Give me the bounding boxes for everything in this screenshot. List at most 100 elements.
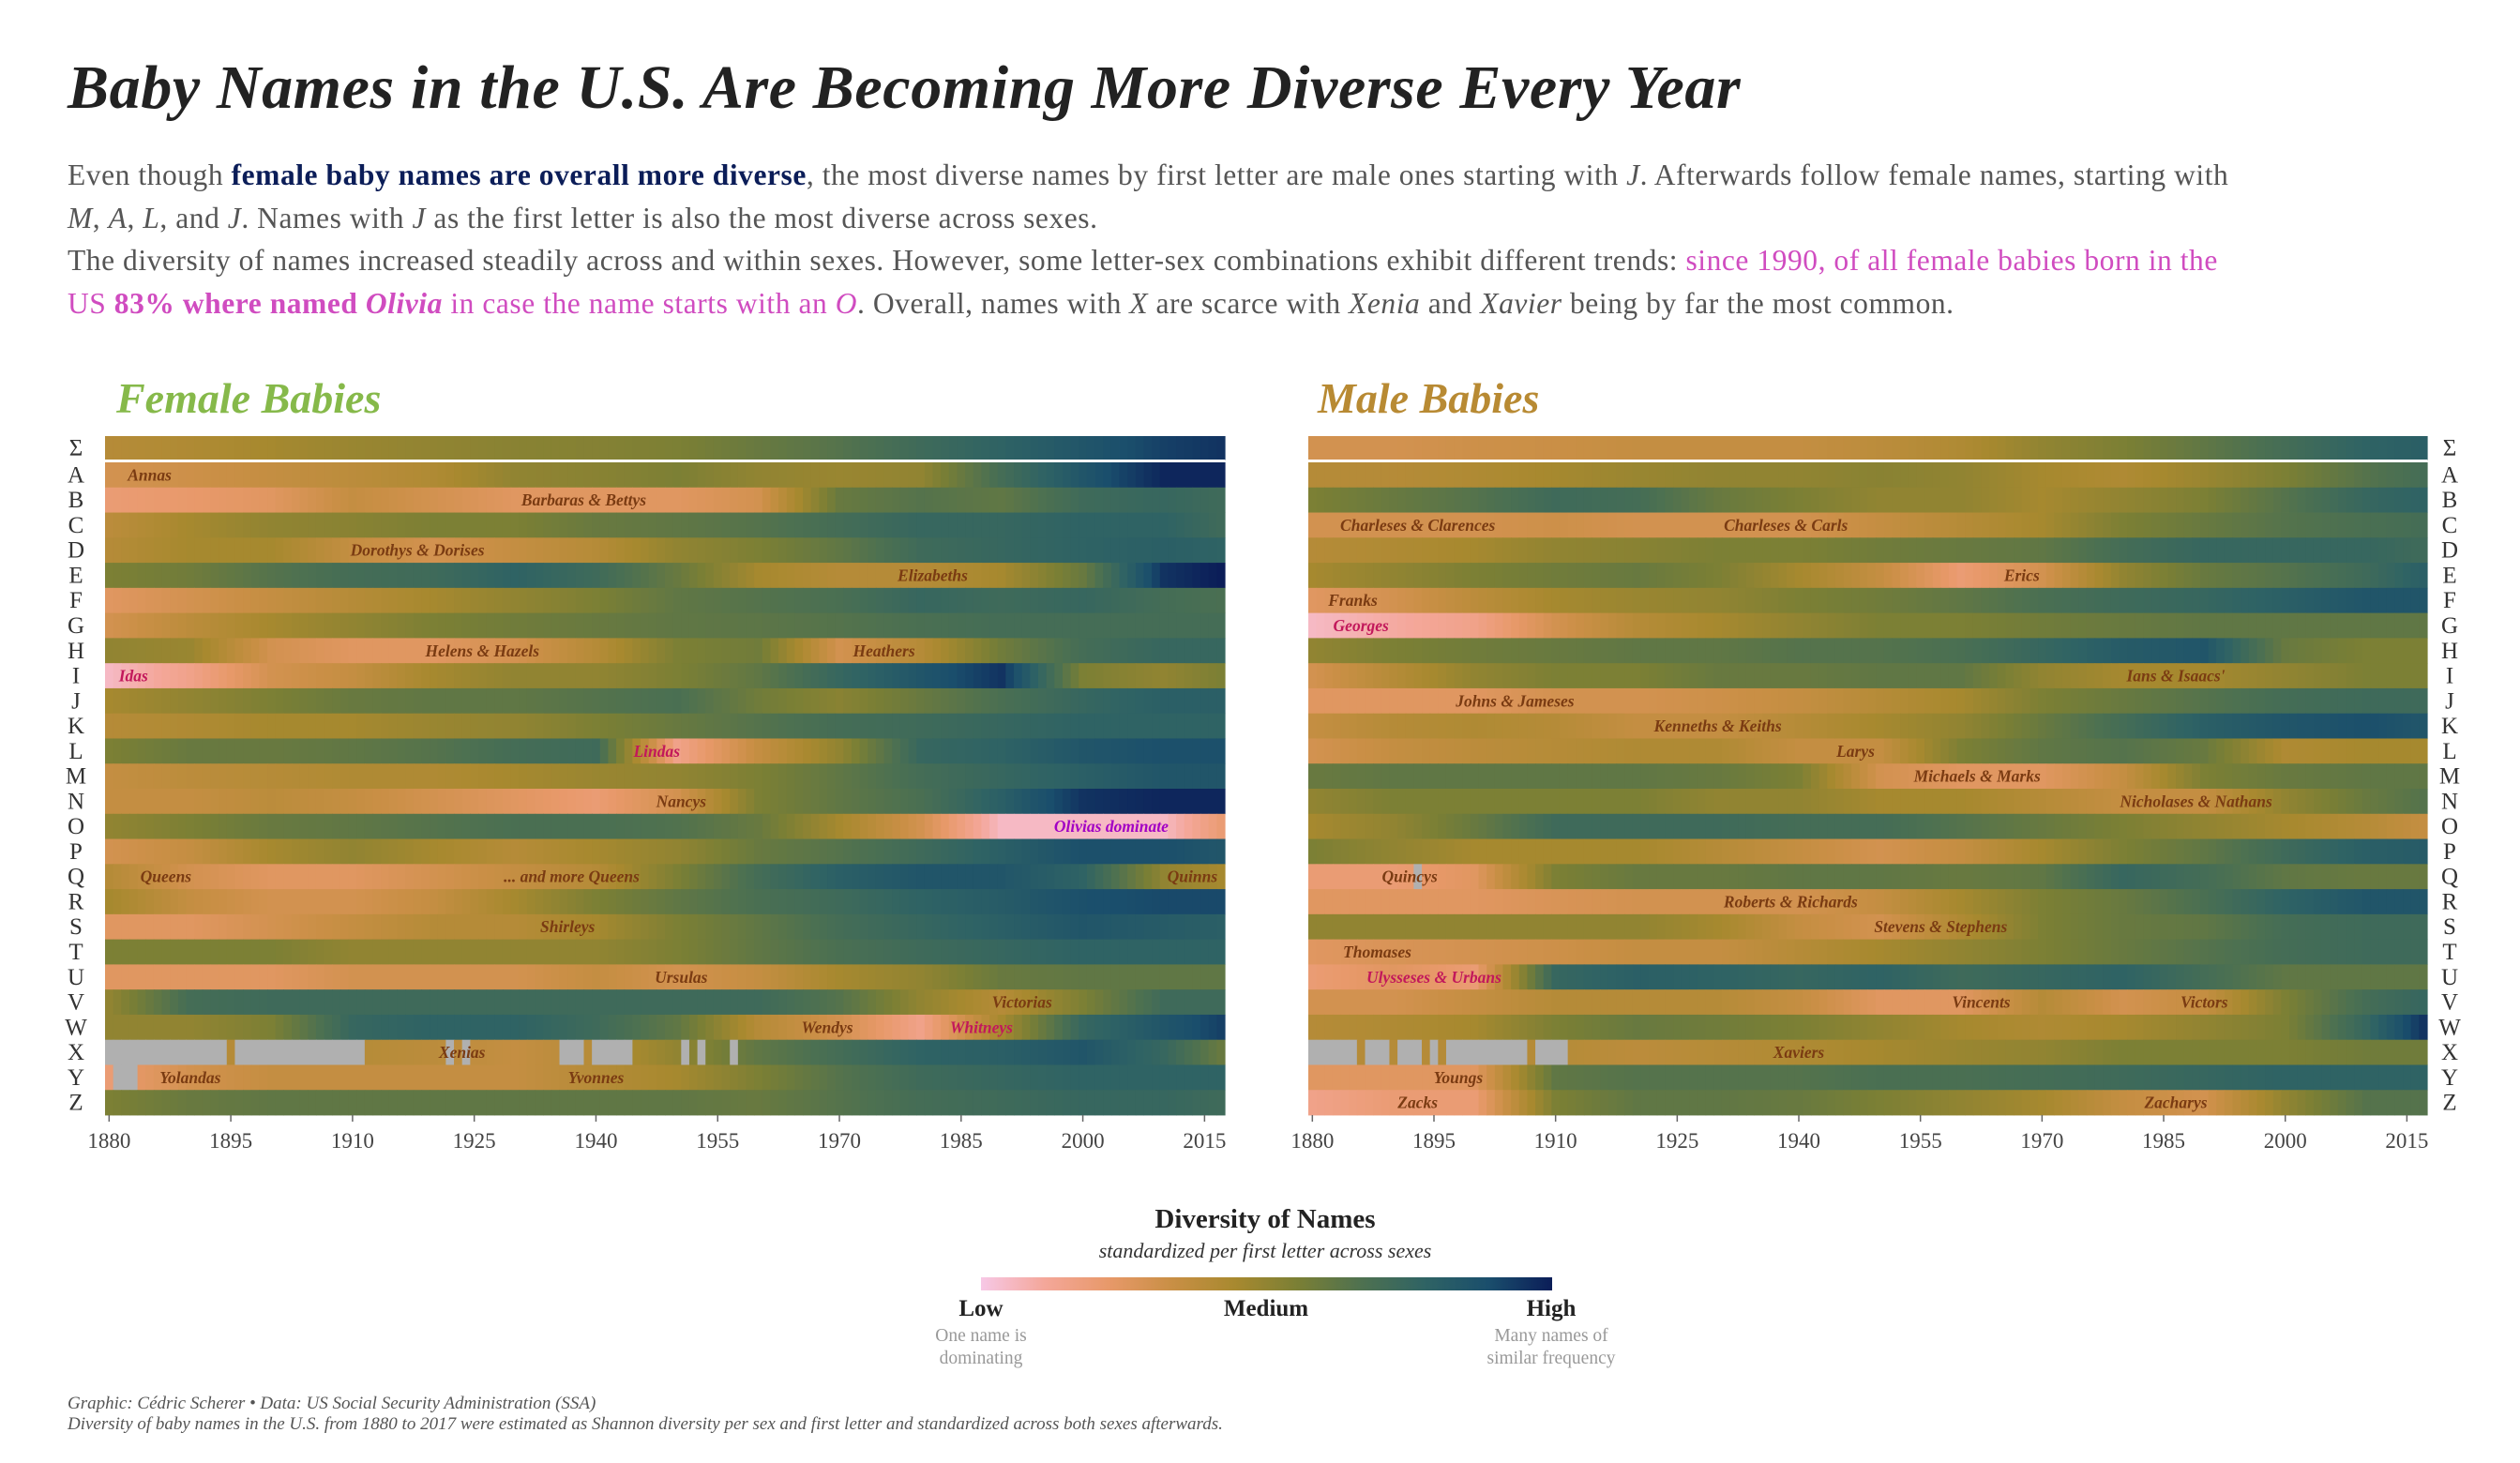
heat-cell: [1103, 687, 1112, 715]
heat-cell: [721, 964, 731, 990]
heat-cell: [128, 889, 139, 915]
heat-cell: [1745, 512, 1756, 538]
heat-cell: [827, 1039, 837, 1065]
heat-cell: [778, 587, 788, 614]
heat-cell: [762, 713, 772, 739]
heat-cell: [283, 1039, 293, 1065]
heat-cell: [559, 687, 568, 715]
heat-cell: [762, 889, 772, 915]
heat-cell: [1200, 687, 1210, 715]
heat-cell: [153, 687, 163, 715]
heat-cell: [177, 587, 188, 614]
heat-cell: [583, 964, 593, 990]
heat-cell: [145, 512, 155, 538]
heat-cell: [445, 813, 455, 839]
heat-cell: [494, 1039, 504, 1065]
heat-cell: [608, 1014, 617, 1041]
heat-cell: [981, 436, 990, 460]
heat-cell: [1021, 587, 1031, 614]
heat-cell: [1062, 763, 1072, 790]
heat-cell: [819, 1039, 828, 1065]
heat-cell: [737, 789, 747, 815]
heat-cell: [989, 913, 999, 941]
heat-cell: [1110, 889, 1121, 915]
heat-cell: [470, 889, 479, 915]
male-panel-title: Male Babies: [1318, 374, 1540, 422]
heat-cell: [2370, 537, 2379, 564]
heat-cell: [592, 789, 601, 815]
heat-cell: [2370, 563, 2379, 589]
heat-cell: [899, 687, 910, 715]
heat-cell: [454, 813, 463, 839]
heat-cell: [1989, 563, 1999, 589]
heat-cell: [283, 638, 293, 664]
heat-cell: [470, 537, 479, 564]
heat-cell: [1632, 587, 1642, 614]
heat-cell: [1143, 864, 1153, 890]
heat-cell: [868, 638, 877, 664]
heat-cell: [1365, 612, 1374, 639]
heat-cell: [713, 813, 723, 839]
heat-cell: [1535, 587, 1545, 614]
heat-cell: [608, 989, 617, 1016]
heat-cell: [551, 612, 561, 639]
heat-cell: [559, 763, 568, 790]
heat-cell: [1005, 1090, 1015, 1116]
heat-cell: [730, 738, 739, 764]
heat-cell: [470, 687, 479, 715]
heat-cell: [1110, 687, 1121, 715]
heat-cell: [656, 789, 666, 815]
heat-cell: [1014, 913, 1023, 941]
heat-cell: [1208, 889, 1217, 915]
heat-cell: [1176, 913, 1185, 941]
heat-cell: [430, 813, 439, 839]
heat-cell: [486, 462, 495, 489]
heat-cell: [843, 587, 853, 614]
heat-cell: [1697, 462, 1707, 489]
heat-cell: [575, 436, 585, 460]
heat-cell: [1681, 537, 1690, 564]
heat-cell: [1454, 638, 1463, 664]
heat-cell: [137, 913, 146, 941]
heat-cell: [1365, 587, 1374, 614]
heat-cell: [672, 964, 682, 990]
heat-cell: [299, 713, 309, 739]
heat-cell: [616, 864, 626, 890]
heat-cell: [1981, 537, 1990, 564]
heat-cell: [948, 587, 958, 614]
heat-cell: [981, 864, 990, 890]
heat-cell: [1834, 537, 1845, 564]
heat-cell: [113, 587, 122, 614]
heat-cell: [356, 1090, 366, 1116]
heat-cell: [1030, 436, 1039, 460]
heat-cell: [746, 813, 755, 839]
heat-cell: [592, 913, 601, 941]
heat-cell: [105, 537, 114, 564]
heat-cell: [2346, 537, 2355, 564]
heat-cell: [1316, 462, 1325, 489]
heat-cell: [137, 889, 146, 915]
heat-cell: [226, 964, 236, 990]
heat-cell: [1567, 612, 1577, 639]
heat-cell: [1030, 687, 1039, 715]
heat-cell: [981, 487, 990, 513]
heat-cell: [340, 763, 350, 790]
heat-cell: [583, 989, 593, 1016]
heat-cell: [1200, 563, 1210, 589]
heat-cell: [948, 462, 958, 489]
heat-cell: [1900, 487, 1909, 513]
heat-cell: [599, 864, 610, 890]
heat-cell: [941, 813, 950, 839]
heat-cell: [437, 763, 446, 790]
heat-cell: [1656, 512, 1666, 538]
heat-cell: [461, 663, 471, 689]
heat-cell: [486, 889, 495, 915]
heat-cell: [1535, 612, 1545, 639]
heat-cell: [250, 638, 260, 664]
heat-cell: [219, 487, 228, 513]
heat-cell: [965, 939, 974, 965]
heat-cell: [1070, 1064, 1079, 1091]
heat-cell: [1168, 612, 1177, 639]
heat-cell: [478, 563, 488, 589]
heat-cell: [1859, 487, 1869, 513]
